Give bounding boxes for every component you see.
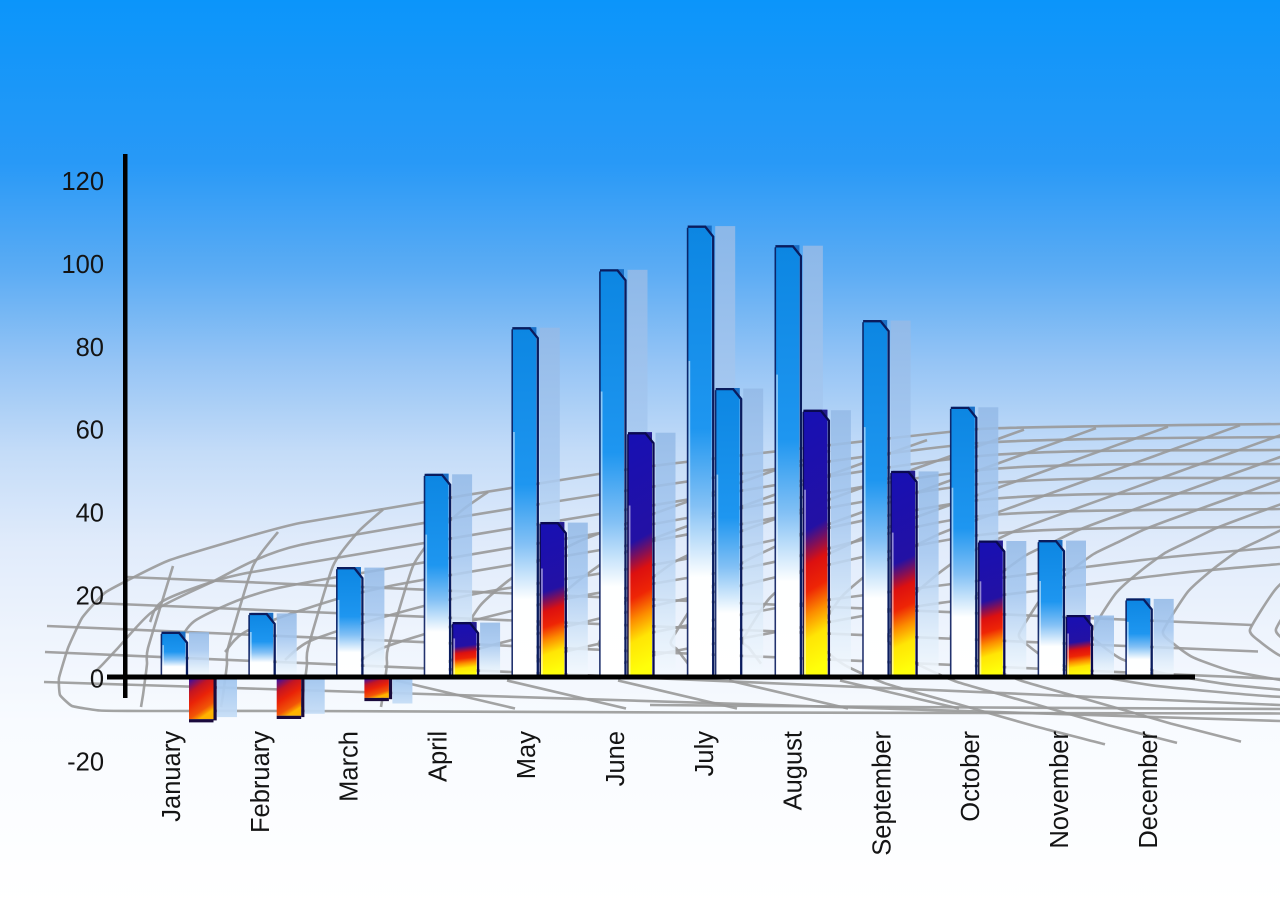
- svg-text:August: August: [780, 731, 808, 810]
- svg-text:October: October: [957, 731, 985, 822]
- svg-text:60: 60: [76, 417, 104, 445]
- svg-text:120: 120: [61, 168, 104, 196]
- svg-text:May: May: [513, 731, 541, 779]
- svg-text:January: January: [158, 731, 186, 822]
- svg-text:40: 40: [76, 500, 104, 528]
- svg-text:0: 0: [90, 665, 104, 693]
- svg-text:July: July: [691, 731, 719, 777]
- svg-text:November: November: [1046, 731, 1074, 849]
- svg-text:80: 80: [76, 334, 104, 362]
- svg-text:December: December: [1135, 731, 1163, 849]
- svg-text:20: 20: [76, 583, 104, 611]
- svg-text:-20: -20: [67, 748, 104, 776]
- svg-text:100: 100: [61, 251, 104, 279]
- svg-text:April: April: [424, 731, 452, 782]
- svg-text:March: March: [336, 731, 364, 802]
- svg-text:February: February: [247, 731, 275, 833]
- svg-text:September: September: [868, 731, 896, 856]
- svg-text:June: June: [602, 731, 630, 786]
